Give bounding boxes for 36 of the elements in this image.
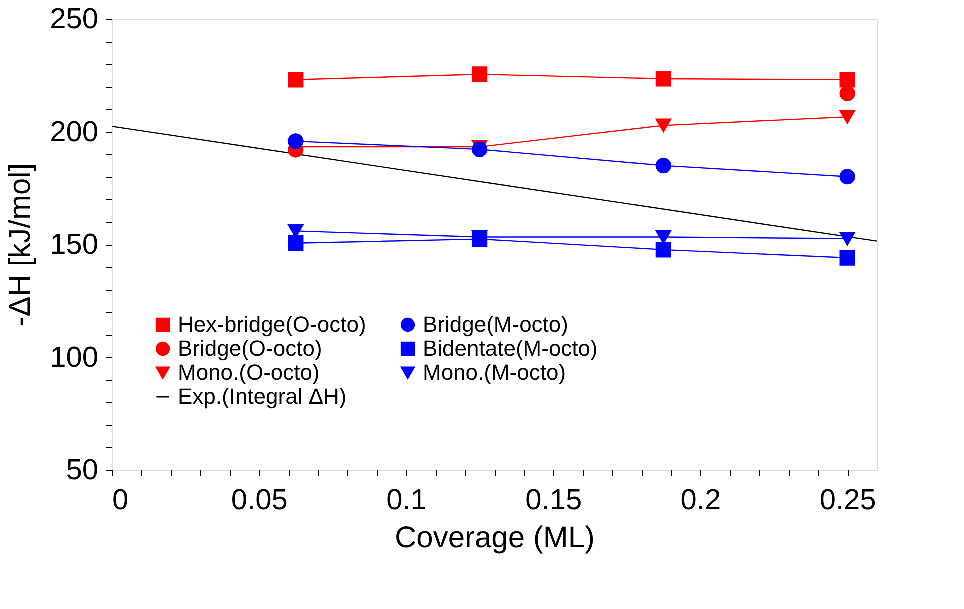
- point: [288, 134, 304, 150]
- x-tick-label: 0.1: [386, 484, 427, 516]
- point: [840, 169, 856, 185]
- y-tick-label: 50: [66, 454, 98, 486]
- point: [472, 66, 488, 82]
- x-tick-label: 0.25: [820, 484, 876, 516]
- point: [840, 250, 856, 266]
- y-axis-title: -ΔH [kJ/mol]: [4, 163, 38, 327]
- point: [840, 86, 856, 102]
- point: [656, 71, 672, 87]
- y-tick-label: 250: [50, 4, 98, 36]
- x-tick-label: 0.2: [680, 484, 722, 516]
- point: [840, 232, 856, 246]
- point: [656, 230, 672, 244]
- y-tick-label: 100: [50, 342, 98, 374]
- point: [288, 236, 304, 252]
- legend-label: Bridge(M-octo): [423, 312, 568, 337]
- legend-label: Hex-bridge(O-octo): [178, 312, 366, 337]
- x-tick-label: 0.15: [526, 484, 582, 516]
- legend-label: Mono.(M-octo): [423, 360, 566, 385]
- point: [656, 158, 672, 174]
- x-tick-label: 0: [112, 484, 129, 516]
- y-tick-label: 200: [50, 116, 98, 148]
- point: [656, 242, 672, 258]
- point: [656, 118, 672, 133]
- legend-label: Bridge(O-octo): [178, 336, 322, 361]
- point: [840, 72, 856, 88]
- x-tick-label: 0.05: [231, 484, 288, 516]
- point: [840, 110, 856, 124]
- legend-label: Exp.(Integral ΔH): [178, 384, 347, 409]
- point: [472, 142, 488, 158]
- x-axis-title: Coverage (ML): [394, 522, 596, 554]
- legend-label: Mono.(O-octo): [178, 360, 320, 385]
- legend-label: Bidentate(M-octo): [423, 336, 598, 361]
- point: [288, 72, 304, 88]
- y-tick-label: 150: [50, 229, 98, 261]
